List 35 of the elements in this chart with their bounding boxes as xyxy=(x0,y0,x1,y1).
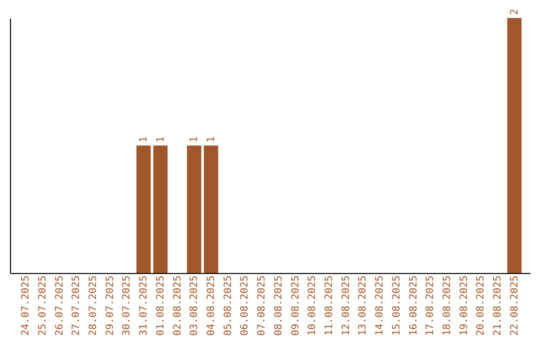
data-label: 1 xyxy=(155,136,166,142)
x-tick-label: 27.07.2025 xyxy=(71,276,82,336)
x-tick-label: 04.08.2025 xyxy=(206,276,218,336)
x-tick-label: 18.08.2025 xyxy=(442,276,453,336)
data-label: 1 xyxy=(206,136,218,142)
x-tick-label: 24.07.2025 xyxy=(20,276,32,336)
x-tick-label: 11.08.2025 xyxy=(324,276,335,336)
x-tick-label: 19.08.2025 xyxy=(458,276,470,336)
x-tick-label: 25.07.2025 xyxy=(37,276,48,336)
x-tick-label: 20.08.2025 xyxy=(476,276,487,336)
x-tick-label: 16.08.2025 xyxy=(408,276,420,336)
x-tick-label: 29.07.2025 xyxy=(104,276,116,336)
x-tick-label: 06.08.2025 xyxy=(240,276,251,336)
x-tick-label: 17.08.2025 xyxy=(425,276,436,336)
x-tick-label: 10.08.2025 xyxy=(307,276,318,336)
x-tick-label: 01.08.2025 xyxy=(155,276,166,336)
x-tick-label: 31.07.2025 xyxy=(138,276,150,336)
x-tick-label: 03.08.2025 xyxy=(189,276,200,336)
x-tick-label: 12.08.2025 xyxy=(340,276,352,336)
x-tick-label: 13.08.2025 xyxy=(358,276,369,336)
x-tick-label: 05.08.2025 xyxy=(222,276,234,336)
x-tick-label: 15.08.2025 xyxy=(391,276,402,336)
x-tick-label: 26.07.2025 xyxy=(54,276,66,336)
x-tick-label: 07.08.2025 xyxy=(256,276,268,336)
x-tick-label: 02.08.2025 xyxy=(172,276,184,336)
x-tick-label: 08.08.2025 xyxy=(273,276,284,336)
x-tick-label: 14.08.2025 xyxy=(374,276,386,336)
data-label: 2 xyxy=(509,8,520,15)
x-tick-label: 09.08.2025 xyxy=(290,276,302,336)
x-tick-label: 30.07.2025 xyxy=(122,276,133,336)
data-label: 1 xyxy=(189,136,200,142)
x-tick-label: 21.08.2025 xyxy=(492,276,504,336)
x-tick-label: 22.08.2025 xyxy=(509,276,520,336)
data-label: 1 xyxy=(138,136,150,142)
x-tick-label: 28.07.2025 xyxy=(88,276,100,336)
